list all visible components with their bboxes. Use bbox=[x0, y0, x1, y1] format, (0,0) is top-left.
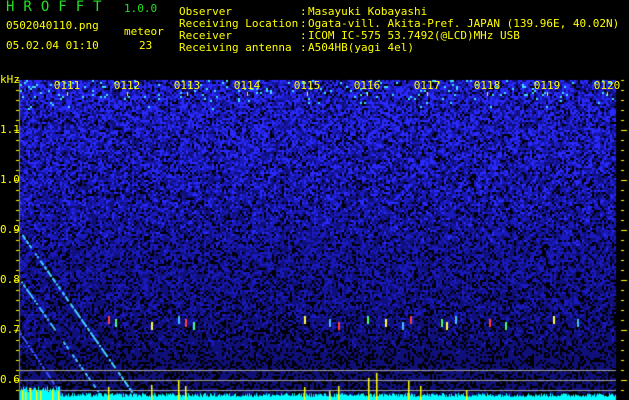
meteor-count: 23 bbox=[139, 39, 153, 52]
time-label: 0115 bbox=[293, 79, 321, 92]
y-tick-label: 1.0 bbox=[0, 173, 20, 186]
info-label-receiver: Receiver bbox=[179, 29, 232, 42]
info-value-location: Ogata-vill. Akita-Pref. JAPAN (139.96E, … bbox=[308, 17, 620, 30]
info-sep: : bbox=[300, 29, 307, 42]
time-label: 0117 bbox=[413, 79, 441, 92]
time-label: 0114 bbox=[233, 79, 261, 92]
y-axis-unit: kHz bbox=[0, 73, 20, 86]
info-value-antenna: A504HB(yagi 4el) bbox=[308, 41, 414, 54]
meteor-label: meteor bbox=[124, 25, 164, 38]
info-label-antenna: Receiving antenna bbox=[179, 41, 292, 54]
time-label: 0111 bbox=[53, 79, 81, 92]
info-value-receiver: ICOM IC-575 53.7492(@LCD)MHz USB bbox=[308, 29, 520, 42]
y-tick-label: 0.9 bbox=[0, 223, 20, 236]
info-value-observer: Masayuki Kobayashi bbox=[308, 5, 428, 18]
time-label: 0116 bbox=[353, 79, 381, 92]
app-title: HROFFT bbox=[6, 0, 111, 15]
time-label: 0120 bbox=[593, 79, 621, 92]
y-tick-label: 1.1 bbox=[0, 123, 20, 136]
info-sep: : bbox=[300, 17, 307, 30]
y-tick-label: 0.8 bbox=[0, 273, 20, 286]
time-label: 0119 bbox=[533, 79, 561, 92]
time-label: 0112 bbox=[113, 79, 141, 92]
y-tick-label: 0.6 bbox=[0, 373, 20, 386]
info-label-location: Receiving Location bbox=[179, 17, 299, 30]
time-label: 0113 bbox=[173, 79, 201, 92]
info-label-observer: Observer bbox=[179, 5, 232, 18]
app-version: 1.0.0 bbox=[124, 2, 158, 15]
time-label: 0118 bbox=[473, 79, 501, 92]
datetime: 05.02.04 01:10 bbox=[6, 39, 99, 52]
filename: 0502040110.png bbox=[6, 19, 99, 32]
info-sep: : bbox=[300, 41, 307, 54]
info-sep: : bbox=[300, 5, 307, 18]
y-tick-label: 0.7 bbox=[0, 323, 20, 336]
